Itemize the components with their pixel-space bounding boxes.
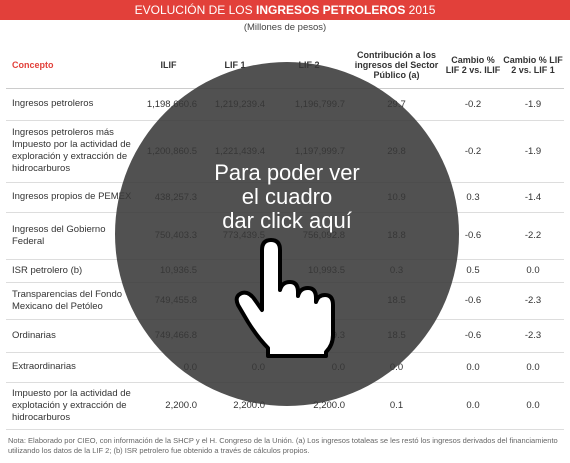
note: Nota: Elaborado por CIEO, con informació… [8,436,558,455]
cell: -2.2 [502,212,564,260]
cell: -0.2 [444,88,502,121]
cell: -1.9 [502,88,564,121]
cell: 0.0 [502,259,564,283]
title-part: INGRESOS PETROLEROS [255,3,406,17]
overlay-text[interactable]: el cuadro [242,184,333,209]
overlay-text[interactable]: Para poder ver [214,160,360,185]
cell: 0.0 [502,382,564,430]
overlay-text[interactable]: dar click aquí [222,208,352,233]
hand-cursor-icon[interactable] [234,238,335,358]
row-label: Transparencias del Fondo Mexicano del Pe… [6,282,136,320]
column-header: Concepto [6,42,136,89]
title-bar: EVOLUCIÓN DE LOS INGRESOS PETROLEROS 201… [0,0,570,20]
column-header: ILIF [136,42,201,89]
row-label: Ordinarias [6,319,136,353]
row-label: Extraordinarias [6,352,136,383]
cell: -1.9 [502,120,564,183]
cell: -2.3 [502,282,564,320]
row-label: Ingresos petroleros [6,88,136,121]
row-label: Ingresos propios de PEMEX [6,182,136,213]
cell: 0.5 [444,259,502,283]
overlay-circle[interactable] [115,62,459,406]
column-header: Cambio % LIF 2 vs. ILIF [444,42,502,89]
subtitle: (Millones de pesos) [243,22,327,33]
cell: -0.6 [444,282,502,320]
cell: -0.2 [444,120,502,183]
row-label: Ingresos del Gobierno Federal [6,212,136,260]
column-header: Cambio % LIF 2 vs. LIF 1 [502,42,564,89]
cell: 0.0 [502,352,564,383]
cell: -2.3 [502,319,564,353]
row-label: Impuesto por la actividad de explotación… [6,382,136,430]
cell: 2,200.0 [136,382,201,430]
title-part: 2015 [405,3,436,17]
cell: 0.0 [444,352,502,383]
cell: -0.6 [444,319,502,353]
row-label: ISR petrolero (b) [6,259,136,283]
row-label: Ingresos petroleros más Impuesto por la … [6,120,136,183]
cell: 0.0 [444,382,502,430]
title-part: EVOLUCIÓN DE LOS [134,3,256,17]
cell: 0.1 [349,382,444,430]
cell: -1.4 [502,182,564,213]
